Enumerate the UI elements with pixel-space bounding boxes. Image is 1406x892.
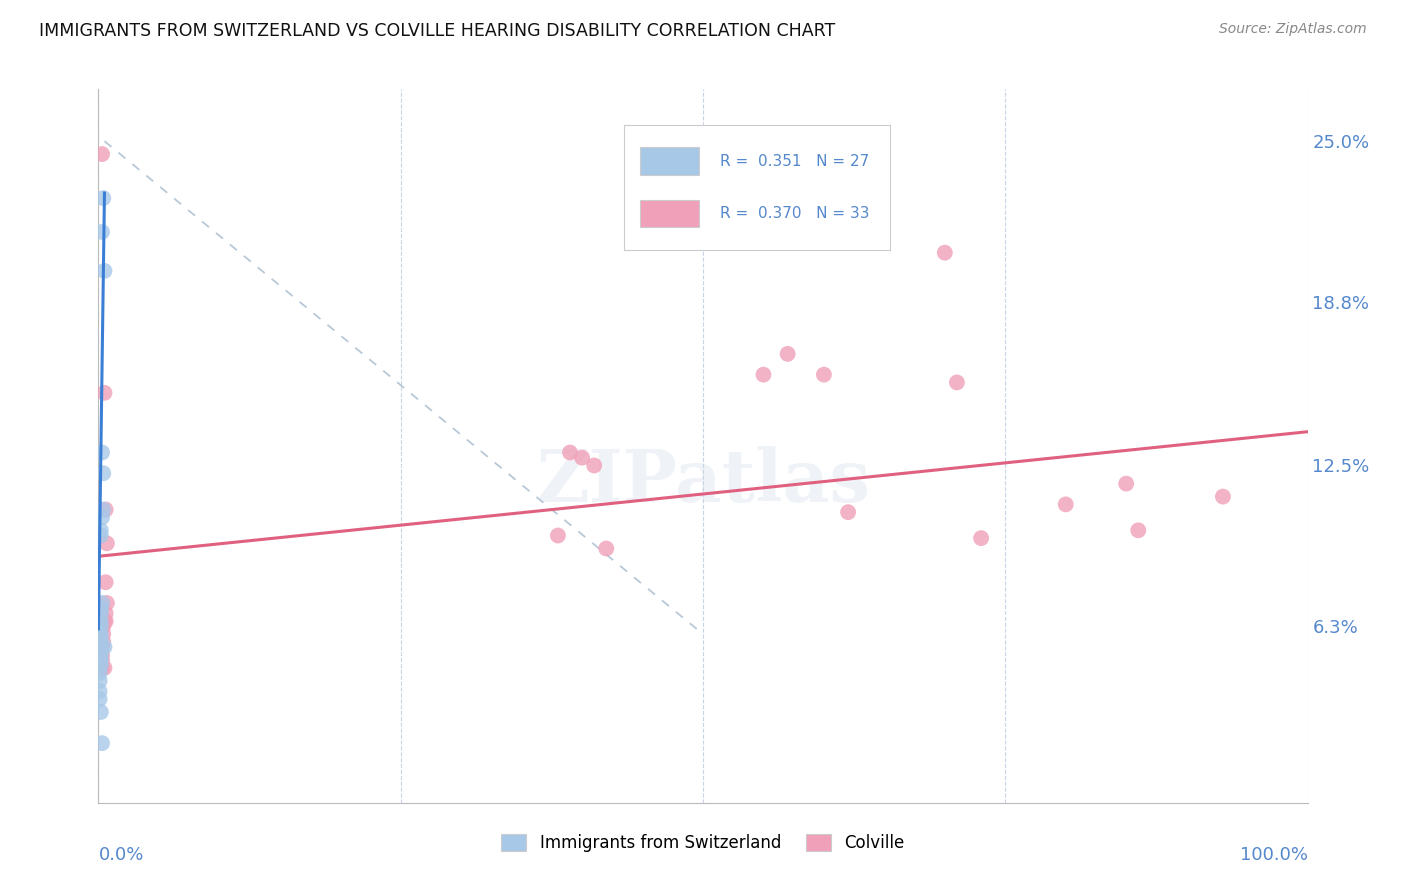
Text: IMMIGRANTS FROM SWITZERLAND VS COLVILLE HEARING DISABILITY CORRELATION CHART: IMMIGRANTS FROM SWITZERLAND VS COLVILLE … <box>39 22 835 40</box>
Point <box>89 692 111 706</box>
Point <box>89 684 111 698</box>
Text: Source: ZipAtlas.com: Source: ZipAtlas.com <box>1219 22 1367 37</box>
Point <box>93 264 115 278</box>
Point <box>94 575 117 590</box>
Text: 0.0%: 0.0% <box>98 846 143 863</box>
Point <box>752 368 775 382</box>
Point <box>970 531 993 545</box>
Point <box>94 607 117 621</box>
Point <box>91 640 114 654</box>
Point <box>90 524 112 538</box>
Point <box>91 635 114 649</box>
Point <box>946 376 969 390</box>
Point <box>93 385 115 400</box>
Point <box>90 653 112 667</box>
Point <box>94 614 117 628</box>
Point <box>90 528 112 542</box>
Point <box>1115 476 1137 491</box>
Point <box>837 505 859 519</box>
Point <box>91 225 114 239</box>
Point <box>776 347 799 361</box>
Point <box>91 619 114 633</box>
Point <box>91 147 114 161</box>
Point <box>595 541 617 556</box>
Point <box>90 658 112 673</box>
Point <box>96 596 118 610</box>
Point <box>91 510 114 524</box>
Point <box>1054 497 1077 511</box>
Text: 100.0%: 100.0% <box>1240 846 1308 863</box>
Point <box>91 648 114 662</box>
Point <box>90 614 112 628</box>
Point <box>1212 490 1234 504</box>
Point <box>91 191 114 205</box>
Point <box>90 705 112 719</box>
Point <box>583 458 606 473</box>
Point <box>1128 524 1150 538</box>
Point <box>91 627 114 641</box>
Point <box>90 627 112 641</box>
Point <box>94 502 117 516</box>
Point <box>934 245 956 260</box>
Point <box>91 661 114 675</box>
Point <box>813 368 835 382</box>
Point <box>91 467 114 481</box>
Text: ZIPatlas: ZIPatlas <box>536 446 870 517</box>
Point <box>91 736 114 750</box>
Point <box>96 536 118 550</box>
Point <box>558 445 581 459</box>
Point <box>91 596 114 610</box>
Point <box>90 601 112 615</box>
Point <box>93 614 115 628</box>
Point <box>93 640 115 654</box>
Point <box>91 502 114 516</box>
Point <box>90 619 112 633</box>
Point <box>89 673 111 688</box>
Point <box>89 666 111 681</box>
Point <box>90 607 112 621</box>
Legend: Immigrants from Switzerland, Colville: Immigrants from Switzerland, Colville <box>495 827 911 859</box>
Point <box>90 640 112 654</box>
Point <box>90 632 112 647</box>
Point <box>91 653 114 667</box>
Point <box>93 661 115 675</box>
Point <box>547 528 569 542</box>
Point <box>91 445 114 459</box>
Point <box>571 450 593 465</box>
Point <box>90 648 112 662</box>
